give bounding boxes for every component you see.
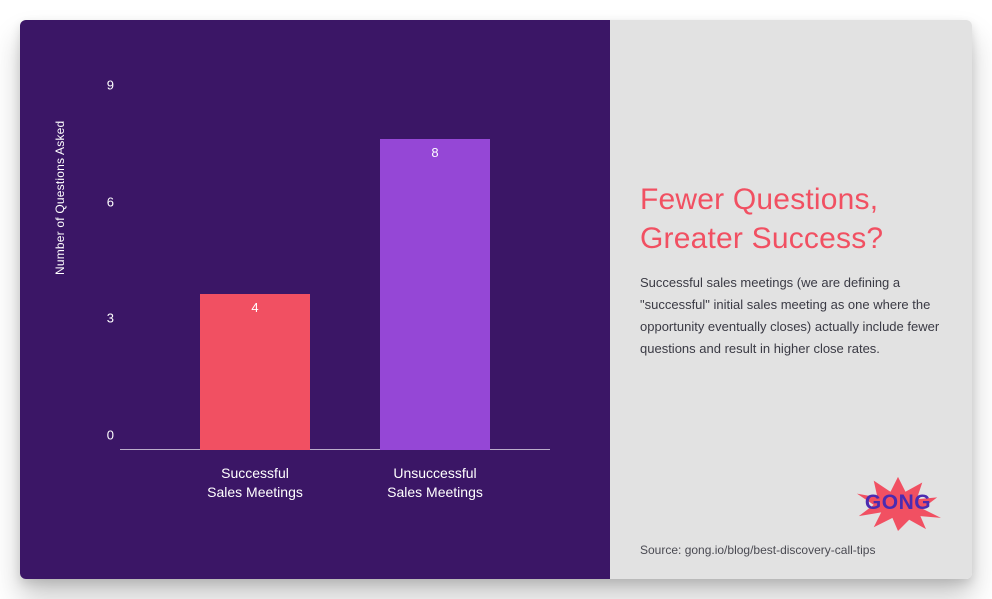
bar-unsuccessful: 8 Unsuccessful Sales Meetings (380, 139, 490, 450)
bar-category-label: Successful Sales Meetings (170, 464, 340, 502)
bar-value-label: 8 (380, 145, 490, 160)
chart-plot-area: 0 3 6 9 4 Successful Sales Meetings 8 Un… (120, 100, 550, 450)
text-panel: Fewer Questions, Greater Success? Succes… (610, 20, 972, 579)
gong-logo: GONG (850, 475, 946, 531)
y-tick-2: 6 (94, 194, 114, 209)
y-tick-0: 0 (94, 428, 114, 443)
body-text: Successful sales meetings (we are defini… (640, 272, 942, 360)
bar-cat-line1: Unsuccessful (393, 465, 476, 481)
bar-cat-line2: Sales Meetings (387, 484, 483, 500)
bar-category-label: Unsuccessful Sales Meetings (350, 464, 520, 502)
headline: Fewer Questions, Greater Success? (640, 180, 942, 258)
bar-cat-line1: Successful (221, 465, 289, 481)
headline-line1: Fewer Questions, (640, 183, 878, 216)
source-citation: Source: gong.io/blog/best-discovery-call… (640, 543, 875, 557)
logo-text: GONG (850, 475, 946, 531)
y-axis-label: Number of Questions Asked (53, 121, 67, 275)
infographic-card: Number of Questions Asked 0 3 6 9 4 Succ… (20, 20, 972, 579)
headline-line2: Greater Success? (640, 222, 883, 255)
bar-value-label: 4 (200, 300, 310, 315)
y-tick-1: 3 (94, 311, 114, 326)
bar-successful: 4 Successful Sales Meetings (200, 294, 310, 450)
chart-panel: Number of Questions Asked 0 3 6 9 4 Succ… (20, 20, 610, 579)
bar-cat-line2: Sales Meetings (207, 484, 303, 500)
y-tick-3: 9 (94, 78, 114, 93)
